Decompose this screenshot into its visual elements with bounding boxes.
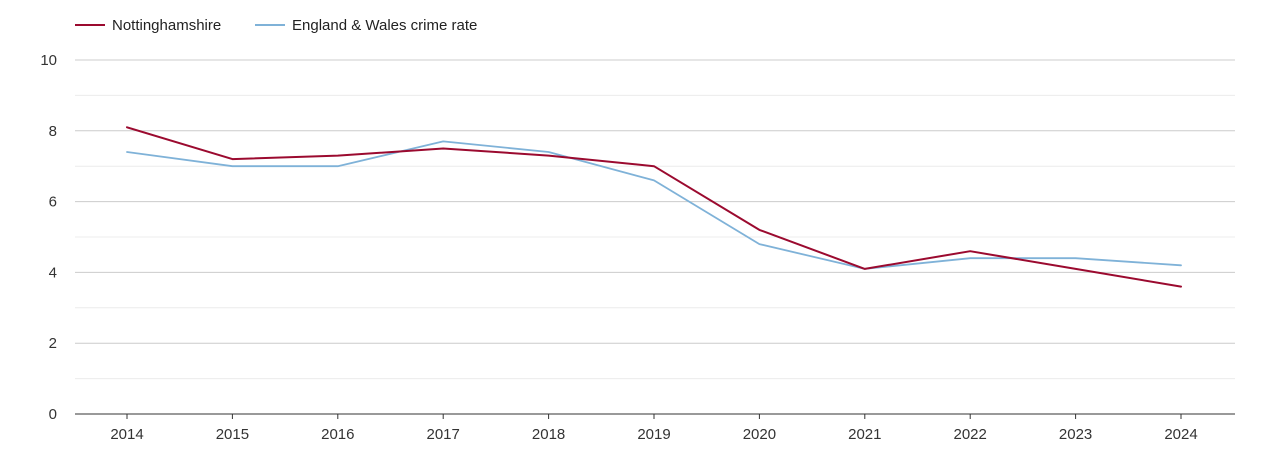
- y-tick-label: 10: [40, 52, 57, 69]
- x-tick-label: 2023: [1059, 426, 1092, 443]
- data-point: [1072, 265, 1080, 273]
- x-tick-label: 2021: [848, 426, 881, 443]
- x-tick-label: 2015: [216, 426, 249, 443]
- data-point: [755, 226, 763, 234]
- x-tick-label: 2019: [637, 426, 670, 443]
- data-point: [650, 162, 658, 170]
- data-point: [123, 148, 131, 156]
- data-point: [650, 176, 658, 184]
- data-point: [861, 265, 869, 273]
- data-point: [1072, 254, 1080, 262]
- data-point: [966, 254, 974, 262]
- series-line-nottinghamshire: [126, 126, 1182, 288]
- x-tick-label: 2020: [743, 426, 776, 443]
- series-line-england-wales-crime-rate: [126, 140, 1182, 270]
- x-tick-label: 2014: [110, 426, 143, 443]
- data-point: [1177, 283, 1185, 291]
- legend: Nottinghamshire England & Wales crime rat…: [75, 17, 477, 34]
- data-point: [755, 240, 763, 248]
- x-tick-label: 2018: [532, 426, 565, 443]
- data-point: [334, 162, 342, 170]
- data-point: [545, 152, 553, 160]
- data-point: [228, 155, 236, 163]
- data-point: [966, 247, 974, 255]
- legend-label: England & Wales crime rate: [292, 17, 477, 34]
- legend-label: Nottinghamshire: [112, 17, 221, 34]
- data-point: [123, 123, 131, 131]
- data-point: [439, 137, 447, 145]
- x-tick-label: 2024: [1164, 426, 1197, 443]
- x-tick-label: 2022: [954, 426, 987, 443]
- series-lines: [123, 123, 1185, 291]
- y-tick-label: 2: [49, 335, 57, 352]
- y-tick-label: 0: [49, 406, 57, 423]
- data-point: [334, 152, 342, 160]
- data-point: [1177, 261, 1185, 269]
- data-point: [228, 162, 236, 170]
- x-tick-label: 2016: [321, 426, 354, 443]
- axes: 0 2 4 6 8 10 2014 2015 2016 2017 2018 2019 2020 2021 2…: [40, 52, 1235, 443]
- y-tick-label: 4: [49, 264, 57, 281]
- data-point: [439, 145, 447, 153]
- gridlines: [75, 59, 1235, 380]
- y-tick-label: 8: [49, 123, 57, 140]
- y-tick-label: 6: [49, 194, 57, 211]
- x-tick-label: 2017: [427, 426, 460, 443]
